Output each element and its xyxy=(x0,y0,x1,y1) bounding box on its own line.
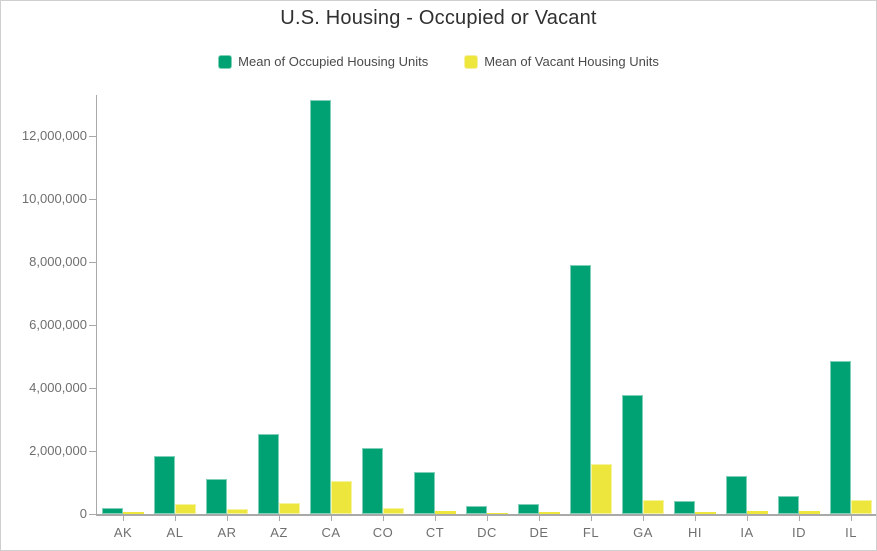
x-axis-tick-label: CA xyxy=(321,525,341,540)
bar-vacant-IA[interactable] xyxy=(747,511,768,514)
x-tick-mark xyxy=(434,515,436,521)
bar-occupied-IL[interactable] xyxy=(830,361,851,514)
y-tick-mark xyxy=(89,514,96,515)
y-axis-tick-label: 2,000,000 xyxy=(29,443,87,458)
x-axis-tick-label: CO xyxy=(372,525,394,540)
x-tick-mark xyxy=(486,515,488,521)
legend-item-occupied[interactable]: Mean of Occupied Housing Units xyxy=(218,54,428,69)
x-axis-tick-label: ID xyxy=(792,525,806,540)
bar-vacant-AL[interactable] xyxy=(175,504,196,514)
legend-swatch-occupied xyxy=(218,54,233,69)
bar-vacant-IL[interactable] xyxy=(851,500,872,514)
x-tick-mark xyxy=(174,515,176,521)
legend-item-vacant[interactable]: Mean of Vacant Housing Units xyxy=(464,54,659,69)
bar-occupied-AZ[interactable] xyxy=(258,434,279,514)
x-tick-mark xyxy=(538,515,540,521)
bar-occupied-AR[interactable] xyxy=(206,479,227,514)
x-axis-tick-label: CT xyxy=(425,525,445,540)
bar-vacant-GA[interactable] xyxy=(643,500,664,514)
y-tick-mark xyxy=(89,325,96,326)
bar-vacant-CO[interactable] xyxy=(383,508,404,514)
x-axis-tick-label: AK xyxy=(113,525,133,540)
bar-occupied-IA[interactable] xyxy=(726,476,747,514)
bar-occupied-AL[interactable] xyxy=(154,456,175,514)
x-axis-tick-label: DE xyxy=(529,525,549,540)
x-tick-mark xyxy=(226,515,228,521)
x-axis-tick-label: FL xyxy=(582,525,600,540)
bar-occupied-DC[interactable] xyxy=(466,506,487,514)
y-axis-tick-label: 4,000,000 xyxy=(29,380,87,395)
y-axis-tick-label: 10,000,000 xyxy=(21,191,87,206)
bar-vacant-CT[interactable] xyxy=(435,511,456,514)
y-axis-tick-label: 6,000,000 xyxy=(29,317,87,332)
y-tick-mark xyxy=(89,388,96,389)
y-axis-tick-label: 12,000,000 xyxy=(21,128,87,143)
x-axis-tick-label: IA xyxy=(740,525,754,540)
bar-occupied-HI[interactable] xyxy=(674,501,695,514)
x-tick-mark xyxy=(590,515,592,521)
legend-swatch-vacant xyxy=(464,54,479,69)
x-axis-tick-label: IL xyxy=(845,525,857,540)
x-tick-mark xyxy=(642,515,644,521)
x-axis-tick-label: HI xyxy=(688,525,702,540)
x-axis-tick-label: AR xyxy=(217,525,237,540)
x-axis-tick-label: DC xyxy=(477,525,497,540)
bar-vacant-AK[interactable] xyxy=(123,512,144,514)
x-tick-mark xyxy=(382,515,384,521)
x-axis-tick-label: AZ xyxy=(270,525,288,540)
bar-occupied-GA[interactable] xyxy=(622,395,643,514)
y-axis-line xyxy=(96,95,97,514)
bar-vacant-DE[interactable] xyxy=(539,512,560,514)
bar-occupied-ID[interactable] xyxy=(778,496,799,514)
x-tick-mark xyxy=(122,515,124,521)
x-tick-mark xyxy=(278,515,280,521)
bar-vacant-HI[interactable] xyxy=(695,512,716,514)
chart-title: U.S. Housing - Occupied or Vacant xyxy=(280,7,597,29)
x-tick-mark xyxy=(694,515,696,521)
x-tick-mark xyxy=(746,515,748,521)
y-axis-tick-label: 0 xyxy=(79,506,87,521)
bar-occupied-FL[interactable] xyxy=(570,265,591,514)
legend-label: Mean of Occupied Housing Units xyxy=(238,54,429,69)
y-tick-mark xyxy=(89,262,96,263)
bar-vacant-ID[interactable] xyxy=(799,511,820,514)
bar-vacant-AR[interactable] xyxy=(227,509,248,514)
legend-label: Mean of Vacant Housing Units xyxy=(484,54,659,69)
y-tick-mark xyxy=(89,136,96,137)
bar-vacant-DC[interactable] xyxy=(487,513,508,514)
bar-occupied-DE[interactable] xyxy=(518,504,539,514)
bar-occupied-CO[interactable] xyxy=(362,448,383,514)
y-axis-tick-label: 8,000,000 xyxy=(29,254,87,269)
legend: Mean of Occupied Housing Units Mean of Va… xyxy=(1,54,876,69)
bar-occupied-CT[interactable] xyxy=(414,472,435,514)
x-tick-mark xyxy=(850,515,852,521)
y-tick-mark xyxy=(89,199,96,200)
bar-occupied-CA[interactable] xyxy=(310,100,331,514)
x-tick-mark xyxy=(798,515,800,521)
bar-vacant-FL[interactable] xyxy=(591,464,612,514)
x-axis-line xyxy=(96,514,876,516)
bar-vacant-AZ[interactable] xyxy=(279,503,300,514)
bar-occupied-AK[interactable] xyxy=(102,508,123,514)
bar-vacant-CA[interactable] xyxy=(331,481,352,514)
x-axis-tick-label: GA xyxy=(633,525,653,540)
x-axis-tick-label: AL xyxy=(166,525,184,540)
x-tick-mark xyxy=(330,515,332,521)
y-tick-mark xyxy=(89,451,96,452)
